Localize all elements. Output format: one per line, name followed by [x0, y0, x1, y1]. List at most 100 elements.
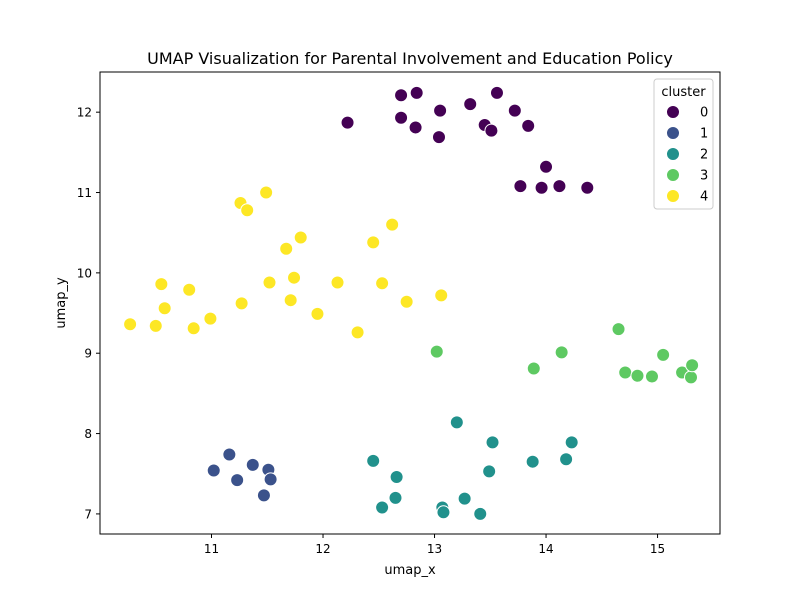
point-cluster-3 [630, 368, 645, 383]
point-cluster-4 [186, 321, 201, 336]
x-tick-label: 14 [538, 542, 553, 556]
point-cluster-4 [287, 270, 302, 285]
x-tick-label: 13 [427, 542, 442, 556]
point-cluster-0 [513, 179, 528, 194]
legend-marker-cluster-2 [666, 147, 680, 161]
point-cluster-3 [684, 370, 699, 385]
point-cluster-4 [375, 276, 390, 291]
point-cluster-4 [240, 203, 255, 218]
point-cluster-0 [539, 159, 554, 174]
point-cluster-0 [552, 179, 567, 194]
point-cluster-4 [203, 311, 218, 326]
point-cluster-0 [580, 180, 595, 195]
point-cluster-4 [350, 325, 365, 340]
point-cluster-0 [409, 85, 424, 100]
point-cluster-3 [685, 358, 700, 373]
y-tick-label: 12 [77, 106, 92, 120]
point-cluster-3 [644, 369, 659, 384]
point-cluster-0 [521, 118, 536, 133]
point-cluster-1 [263, 472, 278, 487]
legend-title: cluster [661, 85, 706, 100]
point-cluster-4 [283, 293, 298, 308]
point-cluster-2 [457, 491, 472, 506]
point-cluster-3 [526, 361, 541, 376]
point-cluster-4 [385, 217, 400, 232]
point-cluster-3 [429, 344, 444, 359]
point-cluster-4 [234, 296, 249, 311]
x-tick-label: 12 [315, 542, 330, 556]
point-cluster-0 [534, 180, 549, 195]
point-cluster-0 [340, 115, 355, 130]
point-cluster-0 [394, 110, 409, 125]
y-tick-label: 8 [84, 427, 92, 441]
point-cluster-2 [473, 506, 488, 521]
point-cluster-1 [222, 447, 237, 462]
point-cluster-0 [507, 103, 522, 118]
point-cluster-1 [230, 473, 245, 488]
point-cluster-1 [206, 463, 221, 478]
point-cluster-4 [148, 318, 163, 333]
point-cluster-2 [564, 435, 579, 450]
point-cluster-2 [389, 469, 404, 484]
legend-label: 1 [700, 127, 708, 142]
point-cluster-2 [449, 415, 464, 430]
point-cluster-4 [366, 235, 381, 250]
point-cluster-1 [245, 457, 260, 472]
point-cluster-4 [262, 275, 277, 290]
point-cluster-4 [293, 230, 308, 245]
point-cluster-2 [525, 454, 540, 469]
legend-marker-cluster-3 [666, 168, 680, 182]
legend: cluster 0 1 2 3 4 [653, 78, 714, 210]
point-cluster-3 [554, 345, 569, 360]
point-cluster-0 [484, 123, 499, 138]
y-axis: 7 8 9 10 11 12 [77, 106, 100, 521]
y-tick-label: 10 [77, 266, 92, 280]
point-cluster-1 [256, 488, 271, 503]
point-cluster-4 [157, 301, 172, 316]
y-tick-label: 7 [84, 507, 92, 521]
point-cluster-4 [182, 282, 197, 297]
point-cluster-0 [394, 88, 409, 103]
legend-marker-cluster-0 [666, 105, 680, 119]
point-cluster-2 [482, 464, 497, 479]
point-cluster-4 [154, 277, 169, 292]
x-tick-label: 11 [204, 542, 219, 556]
y-tick-label: 9 [84, 347, 92, 361]
y-tick-label: 11 [77, 186, 92, 200]
plot-area-frame [99, 71, 721, 535]
point-cluster-4 [279, 241, 294, 256]
point-cluster-2 [436, 505, 451, 520]
x-axis: 11 12 13 14 15 [204, 534, 665, 556]
legend-label: 4 [700, 190, 708, 205]
y-axis-label: umap_y [54, 277, 69, 329]
point-cluster-4 [310, 306, 325, 321]
point-cluster-2 [559, 452, 574, 467]
point-cluster-0 [463, 97, 478, 112]
point-cluster-0 [408, 120, 423, 135]
point-cluster-3 [611, 322, 626, 337]
point-cluster-2 [375, 500, 390, 515]
point-cluster-4 [399, 294, 414, 309]
point-cluster-0 [433, 103, 448, 118]
point-cluster-3 [618, 365, 633, 380]
point-cluster-0 [489, 85, 504, 100]
legend-label: 0 [700, 106, 708, 121]
point-cluster-4 [434, 288, 449, 303]
legend-marker-cluster-4 [666, 189, 680, 203]
point-cluster-2 [388, 490, 403, 505]
point-cluster-4 [259, 185, 274, 200]
x-axis-label: umap_x [384, 563, 436, 578]
legend-items: 0 1 2 3 4 [666, 105, 708, 205]
chart-title: UMAP Visualization for Parental Involvem… [147, 49, 673, 68]
points-layer [123, 85, 700, 521]
point-cluster-3 [656, 347, 671, 362]
legend-label: 3 [700, 169, 708, 184]
point-cluster-0 [431, 130, 446, 145]
legend-label: 2 [700, 148, 708, 163]
point-cluster-4 [330, 275, 345, 290]
point-cluster-4 [123, 317, 138, 332]
x-tick-label: 15 [650, 542, 665, 556]
point-cluster-2 [366, 453, 381, 468]
point-cluster-2 [485, 435, 500, 450]
